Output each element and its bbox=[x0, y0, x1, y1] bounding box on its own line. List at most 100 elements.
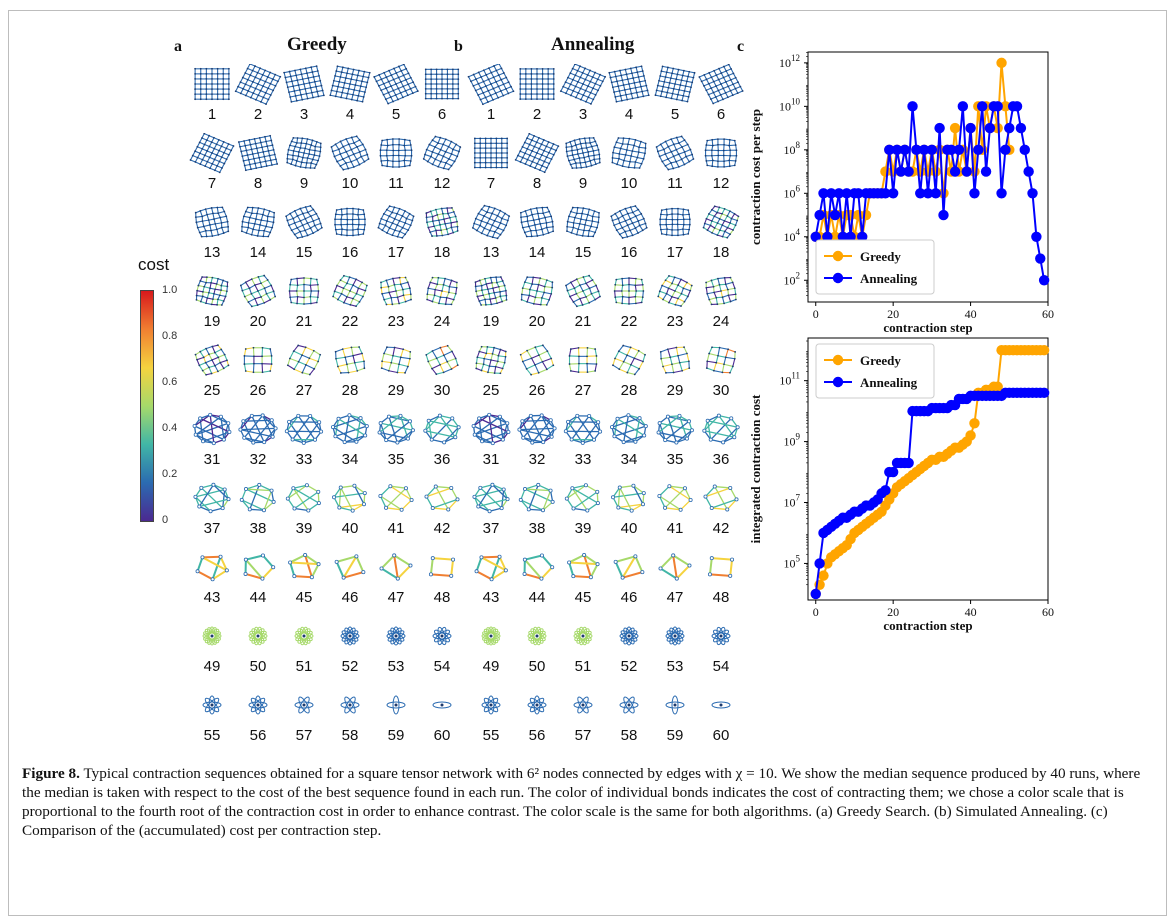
step-number: 37 bbox=[482, 520, 500, 537]
contraction-step-thumbnail: 3 bbox=[278, 64, 330, 136]
data-point-annealing bbox=[973, 144, 984, 156]
panel-b-label: b bbox=[454, 38, 463, 55]
step-number: 43 bbox=[482, 589, 500, 606]
data-point-annealing bbox=[969, 188, 980, 199]
y-tick-label: 1011 bbox=[779, 371, 800, 388]
contraction-step-thumbnail: 23 bbox=[370, 271, 422, 343]
network-diagram-icon bbox=[194, 67, 230, 101]
contraction-step-thumbnail: 28 bbox=[324, 340, 376, 412]
network-nodes bbox=[330, 135, 370, 171]
step-number: 7 bbox=[486, 175, 496, 192]
contraction-step-thumbnail: 8 bbox=[511, 133, 563, 205]
network-edges bbox=[335, 346, 365, 374]
contraction-step-thumbnail: 54 bbox=[695, 616, 747, 688]
step-number: 59 bbox=[387, 727, 405, 744]
step-number: 53 bbox=[387, 658, 405, 675]
contraction-step-thumbnail: 45 bbox=[278, 547, 330, 619]
network-nodes bbox=[514, 133, 560, 174]
data-point-annealing bbox=[984, 122, 996, 134]
y-tick-label: 105 bbox=[784, 553, 801, 570]
contraction-step-thumbnail: 7 bbox=[186, 133, 238, 205]
network-diagram-icon bbox=[428, 556, 456, 578]
contraction-step-thumbnail: 21 bbox=[557, 271, 609, 343]
contraction-step-thumbnail: 51 bbox=[557, 616, 609, 688]
data-point-annealing bbox=[829, 209, 841, 221]
step-number: 25 bbox=[482, 382, 500, 399]
network-diagram-icon bbox=[564, 483, 600, 513]
network-diagram-icon bbox=[705, 346, 737, 374]
network-diagram-icon bbox=[194, 344, 230, 376]
network-diagram-icon bbox=[519, 68, 555, 100]
network-diagram-icon bbox=[426, 276, 458, 306]
contraction-step-thumbnail: 22 bbox=[603, 271, 655, 343]
contraction-step-thumbnail: 55 bbox=[465, 685, 517, 757]
contraction-step-thumbnail: 49 bbox=[186, 616, 238, 688]
network-diagram-icon bbox=[380, 346, 412, 374]
network-diagram-icon bbox=[527, 626, 547, 646]
contraction-step-thumbnail: 11 bbox=[649, 133, 701, 205]
network-diagram-icon bbox=[619, 696, 639, 714]
contraction-step-thumbnail: 27 bbox=[278, 340, 330, 412]
network-nodes bbox=[240, 206, 276, 238]
network-nodes bbox=[519, 206, 555, 238]
network-nodes bbox=[424, 68, 460, 100]
contraction-step-thumbnail: 9 bbox=[557, 133, 609, 205]
data-point-annealing bbox=[833, 188, 845, 199]
network-nodes bbox=[239, 274, 277, 308]
step-number: 60 bbox=[433, 727, 451, 744]
step-number: 16 bbox=[620, 244, 638, 261]
step-number: 42 bbox=[433, 520, 451, 537]
network-diagram-icon bbox=[340, 696, 360, 714]
network-edges bbox=[608, 65, 650, 103]
step-number: 18 bbox=[433, 244, 451, 261]
network-edges bbox=[568, 347, 598, 373]
network-diagram-icon bbox=[283, 65, 325, 103]
step-number: 24 bbox=[712, 313, 730, 330]
network-edges bbox=[285, 205, 323, 239]
step-number: 48 bbox=[433, 589, 451, 606]
network-diagram-icon bbox=[288, 553, 321, 580]
network-nodes bbox=[194, 206, 230, 238]
legend-marker bbox=[832, 272, 844, 284]
y-tick-label: 1012 bbox=[779, 53, 800, 70]
data-point-annealing bbox=[1023, 166, 1034, 177]
contraction-step-thumbnail: 56 bbox=[511, 685, 563, 757]
network-nodes bbox=[329, 65, 371, 103]
contraction-step-thumbnail: 24 bbox=[416, 271, 468, 343]
step-number: 22 bbox=[620, 313, 638, 330]
network-nodes bbox=[334, 207, 366, 237]
network-nodes bbox=[194, 344, 230, 376]
data-point-annealing bbox=[856, 231, 868, 242]
data-point-annealing bbox=[918, 144, 930, 156]
network-diagram-icon bbox=[527, 695, 547, 715]
network-diagram-icon bbox=[334, 554, 366, 580]
network-nodes bbox=[565, 274, 601, 308]
network-diagram-icon bbox=[288, 277, 320, 305]
contraction-step-thumbnail: 38 bbox=[511, 478, 563, 550]
network-diagram-icon bbox=[471, 412, 511, 446]
network-nodes bbox=[519, 68, 555, 100]
step-number: 28 bbox=[620, 382, 638, 399]
data-point-annealing bbox=[903, 457, 914, 469]
network-diagram-icon bbox=[520, 276, 554, 306]
contraction-step-thumbnail: 26 bbox=[232, 340, 284, 412]
network-diagram-icon bbox=[239, 482, 276, 513]
network-nodes bbox=[565, 136, 601, 170]
network-edges bbox=[472, 205, 510, 239]
step-number: 1 bbox=[207, 106, 217, 123]
step-number: 51 bbox=[574, 658, 592, 675]
step-number: 31 bbox=[482, 451, 500, 468]
data-point-annealing bbox=[976, 101, 988, 112]
step-number: 30 bbox=[433, 382, 451, 399]
contraction-step-thumbnail: 46 bbox=[603, 547, 655, 619]
y-axis-label: contraction cost per step bbox=[748, 109, 763, 245]
step-number: 54 bbox=[433, 658, 451, 675]
network-diagram-icon bbox=[192, 412, 232, 446]
network-diagram-icon bbox=[379, 138, 413, 168]
contraction-step-thumbnail: 60 bbox=[416, 685, 468, 757]
network-diagram-icon bbox=[248, 695, 268, 715]
network-nodes bbox=[471, 204, 511, 240]
contraction-step-thumbnail: 17 bbox=[370, 202, 422, 274]
contraction-step-thumbnail: 47 bbox=[370, 547, 422, 619]
step-number: 54 bbox=[712, 658, 730, 675]
